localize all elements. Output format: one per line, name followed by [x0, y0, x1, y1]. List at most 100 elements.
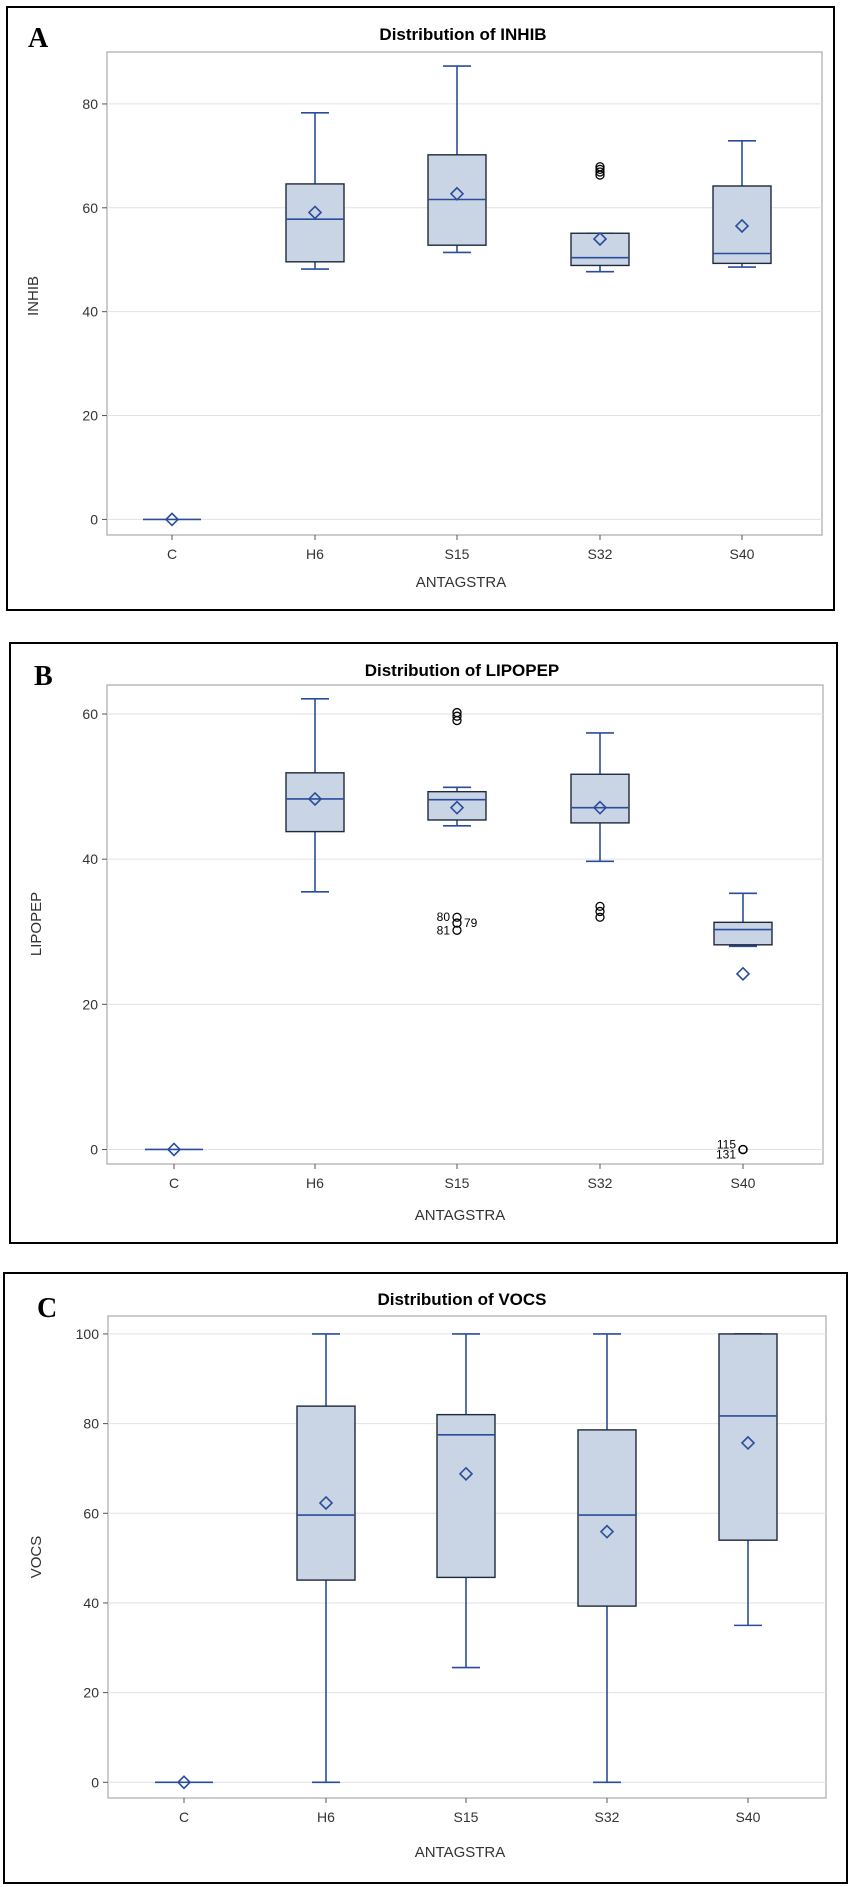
mean-marker: [592, 231, 608, 247]
outlier-point: [738, 1144, 748, 1155]
x-tick-label: S32: [595, 1809, 620, 1825]
outlier-point: [452, 707, 462, 718]
x-axis-title: ANTAGSTRA: [416, 574, 507, 591]
y-tick-label: 80: [82, 96, 98, 112]
panel-letter: B: [34, 661, 53, 692]
outlier-label: 131: [716, 1147, 736, 1161]
panel-b: 0 20 40 60 C H6 S15 S32 S40 B Distribution of LIPO…: [9, 642, 838, 1244]
y-tick-label: 80: [83, 1416, 99, 1432]
box-c: [155, 1775, 213, 1790]
outlier-point: [595, 901, 605, 912]
mean-marker: [735, 966, 751, 981]
panel-letter: A: [28, 23, 49, 54]
x-tick-label: S40: [736, 1809, 761, 1825]
chart-title: Distribution of LIPOPEP: [365, 661, 560, 680]
x-tick-label: S40: [730, 546, 755, 562]
iqr-box: [285, 183, 345, 263]
mean-marker: [307, 205, 323, 220]
plot-frame: [106, 684, 824, 1165]
y-tick-label: 20: [83, 1685, 99, 1701]
outlier-label: 79: [464, 916, 478, 930]
iqr-box: [296, 1405, 356, 1581]
outlier-point: [595, 912, 605, 922]
y-axis-title: LIPOPEP: [28, 892, 45, 956]
y-tick-label: 100: [76, 1326, 100, 1342]
chart-title: Distribution of INHIB: [379, 25, 546, 44]
outlier-label: 115: [717, 1137, 736, 1151]
y-tick-label: 40: [82, 304, 98, 320]
x-axis-title: ANTAGSTRA: [415, 1207, 506, 1224]
x-tick-label: S15: [445, 546, 470, 562]
outlier-point: [595, 906, 605, 917]
x-tick-label: C: [169, 1175, 179, 1191]
box-s32: [577, 1333, 637, 1784]
y-tick-label: 40: [82, 851, 98, 867]
outlier-point: [452, 925, 462, 935]
box-s15: [427, 707, 487, 935]
outlier-label: 81: [437, 923, 451, 937]
outlier-point: [595, 162, 605, 172]
box-s32: [570, 732, 630, 922]
x-tick-label: H6: [306, 1175, 324, 1191]
y-axis-title: VOCS: [28, 1536, 45, 1579]
y-tick-label: 60: [83, 1505, 99, 1521]
y-axis-title: INHIB: [25, 276, 42, 316]
y-tick-label: 0: [90, 511, 98, 527]
y-tick-label: 60: [82, 706, 98, 722]
box-h6: [285, 111, 345, 270]
plot-frame: [106, 51, 823, 536]
mean-marker: [449, 800, 465, 815]
iqr-box: [570, 232, 630, 267]
x-tick-label: H6: [317, 1809, 335, 1825]
x-tick-label: S15: [454, 1809, 479, 1825]
iqr-box: [427, 790, 487, 821]
y-tick-label: 20: [82, 408, 98, 424]
x-tick-label: C: [167, 546, 177, 562]
iqr-box: [570, 773, 630, 824]
panel-border: [9, 642, 838, 1244]
x-tick-label: S32: [588, 546, 613, 562]
panel-border: [3, 1272, 848, 1884]
x-tick-label: C: [179, 1809, 189, 1825]
mean-marker: [176, 1775, 192, 1790]
x-tick-label: S40: [731, 1175, 756, 1191]
mean-marker: [458, 1466, 474, 1481]
outlier-label: 80: [437, 910, 451, 924]
mean-marker: [307, 791, 323, 807]
mean-marker: [166, 1142, 182, 1157]
outlier-point: [452, 918, 462, 928]
x-tick-label: H6: [306, 546, 324, 562]
mean-marker: [449, 186, 465, 201]
panel-c: 0 20 40 60 80 100 C H6 S15 S32 S40 C Distribution of…: [3, 1272, 848, 1884]
iqr-box: [712, 185, 772, 265]
outlier-point: [595, 167, 605, 177]
y-tick-label: 20: [82, 996, 98, 1012]
box-s15: [436, 1333, 496, 1669]
outlier-point: [452, 711, 462, 721]
panel-a: 0 20 40 60 80 C H6 S15 S32 S40 A Distribution of IN…: [6, 6, 835, 611]
box-s40: [713, 892, 773, 1155]
x-tick-label: S32: [588, 1175, 613, 1191]
box-c: [145, 1142, 203, 1157]
box-s40: [718, 1333, 778, 1627]
y-tick-label: 40: [83, 1595, 99, 1611]
panel-letter: C: [37, 1293, 57, 1324]
box-s15: [427, 65, 487, 254]
iqr-box: [713, 921, 773, 946]
y-tick-label: 60: [82, 200, 98, 216]
iqr-box: [577, 1429, 637, 1607]
mean-marker: [740, 1435, 756, 1451]
box-s32: [570, 162, 630, 273]
y-tick-label: 0: [91, 1774, 99, 1790]
mean-marker: [592, 800, 608, 815]
outlier-point: [452, 912, 462, 922]
mean-marker: [599, 1524, 615, 1539]
box-h6: [296, 1333, 356, 1784]
mean-marker: [734, 218, 750, 234]
chart-title: Distribution of VOCS: [377, 1290, 546, 1309]
outlier-point: [595, 164, 605, 175]
box-s40: [712, 140, 772, 268]
iqr-box: [436, 1413, 496, 1579]
box-c: [143, 512, 201, 527]
